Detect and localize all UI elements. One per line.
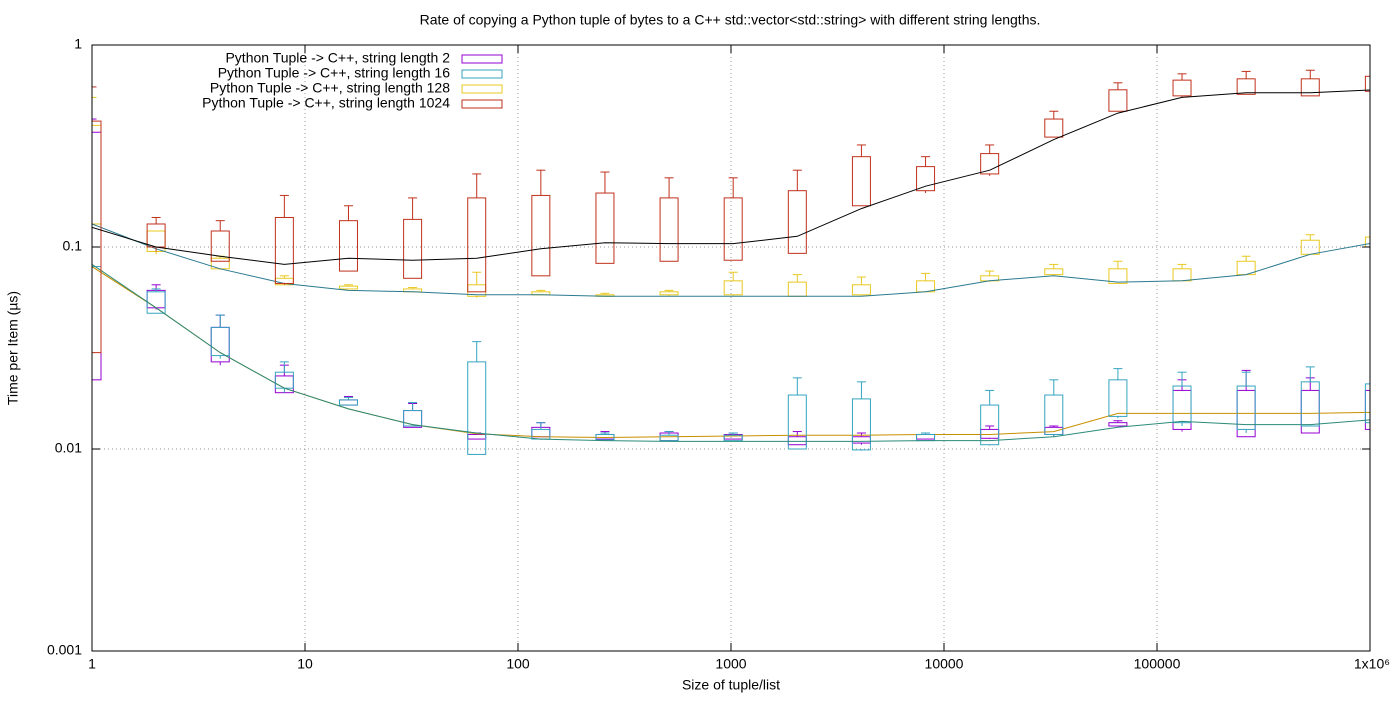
box <box>980 404 1000 446</box>
box <box>1300 78 1320 97</box>
box <box>146 223 166 248</box>
box <box>851 284 871 296</box>
y-tick-label: 0.001 <box>47 642 82 658</box>
trend-line <box>92 223 1370 297</box>
plot-area <box>92 66 1370 455</box>
box <box>1300 381 1320 427</box>
y-axis-label: Time per Item (µs) <box>5 291 21 405</box>
box <box>723 197 743 261</box>
box <box>851 436 871 444</box>
box <box>1044 394 1064 435</box>
box <box>980 153 1000 175</box>
box <box>210 326 230 357</box>
box <box>659 434 679 442</box>
box <box>1236 385 1256 430</box>
plot-frame <box>91 44 1371 652</box>
box <box>787 394 807 450</box>
x-tick-label: 100000 <box>1134 656 1181 672</box>
box <box>595 433 615 441</box>
legend-swatch <box>461 84 503 94</box>
legend-label: Python Tuple -> C++, string length 16 <box>218 65 451 81</box>
box <box>595 433 615 440</box>
box <box>659 197 679 262</box>
box <box>916 433 936 440</box>
box <box>531 194 551 277</box>
x-tick-label: 1 <box>88 656 96 672</box>
trend-line <box>92 266 1370 439</box>
box <box>1108 379 1128 417</box>
box <box>1364 75 1370 92</box>
legend-swatch <box>461 54 503 64</box>
box <box>916 433 936 442</box>
box <box>1044 426 1064 435</box>
box <box>1108 268 1128 284</box>
box <box>595 192 615 264</box>
box <box>274 216 294 284</box>
y-tick-label: 0.01 <box>55 440 82 456</box>
box <box>1172 268 1192 282</box>
box <box>403 410 423 427</box>
box <box>531 428 551 440</box>
x-tick-label: 1x10⁶ <box>1354 656 1390 672</box>
box <box>787 190 807 254</box>
box <box>787 436 807 446</box>
axes: 1 10 100 1000 10000 100000 1x10⁶ 0.001 0.01 0.1 1 P… <box>47 36 1390 672</box>
legend-label: Python Tuple -> C++, string length 1024 <box>202 95 450 111</box>
box <box>1108 422 1128 427</box>
box <box>851 156 871 207</box>
box <box>1300 389 1320 434</box>
box <box>1364 389 1370 430</box>
legend-swatch <box>461 99 503 109</box>
x-tick-label: 1000 <box>715 656 746 672</box>
chart-title: Rate of copying a Python tuple of bytes … <box>420 12 1041 28</box>
box <box>723 280 743 296</box>
legend-label: Python Tuple -> C++, string length 2 <box>225 50 450 66</box>
grid <box>91 44 1371 652</box>
box <box>787 281 807 297</box>
box <box>146 291 166 314</box>
box <box>403 218 423 279</box>
x-axis-label: Size of tuple/list <box>682 677 780 693</box>
box <box>92 120 102 354</box>
legend-swatch <box>461 69 503 79</box>
box <box>1236 78 1256 95</box>
box <box>338 285 358 290</box>
box <box>916 280 936 293</box>
x-tick-label: 10000 <box>925 656 964 672</box>
box <box>467 433 487 440</box>
box <box>851 398 871 451</box>
box <box>338 399 358 406</box>
box <box>467 361 487 455</box>
x-tick-label: 10 <box>297 656 313 672</box>
box <box>723 434 743 442</box>
box <box>659 291 679 296</box>
box <box>338 399 358 406</box>
box <box>1044 118 1064 138</box>
x-tick-label: 100 <box>506 656 530 672</box>
box <box>1172 385 1192 424</box>
box <box>916 166 936 192</box>
legend-label: Python Tuple -> C++, string length 128 <box>210 80 450 96</box>
box <box>338 220 358 272</box>
box <box>1172 79 1192 97</box>
trend-line <box>92 263 1370 442</box>
box <box>1364 383 1370 424</box>
box <box>146 289 166 309</box>
box <box>1108 89 1128 112</box>
y-tick-label: 1 <box>74 36 82 52</box>
y-tick-label: 0.1 <box>63 238 83 254</box>
trend-line <box>92 89 1370 265</box>
box <box>1364 236 1370 248</box>
box <box>1044 268 1064 276</box>
box <box>467 197 487 293</box>
box <box>210 230 230 262</box>
